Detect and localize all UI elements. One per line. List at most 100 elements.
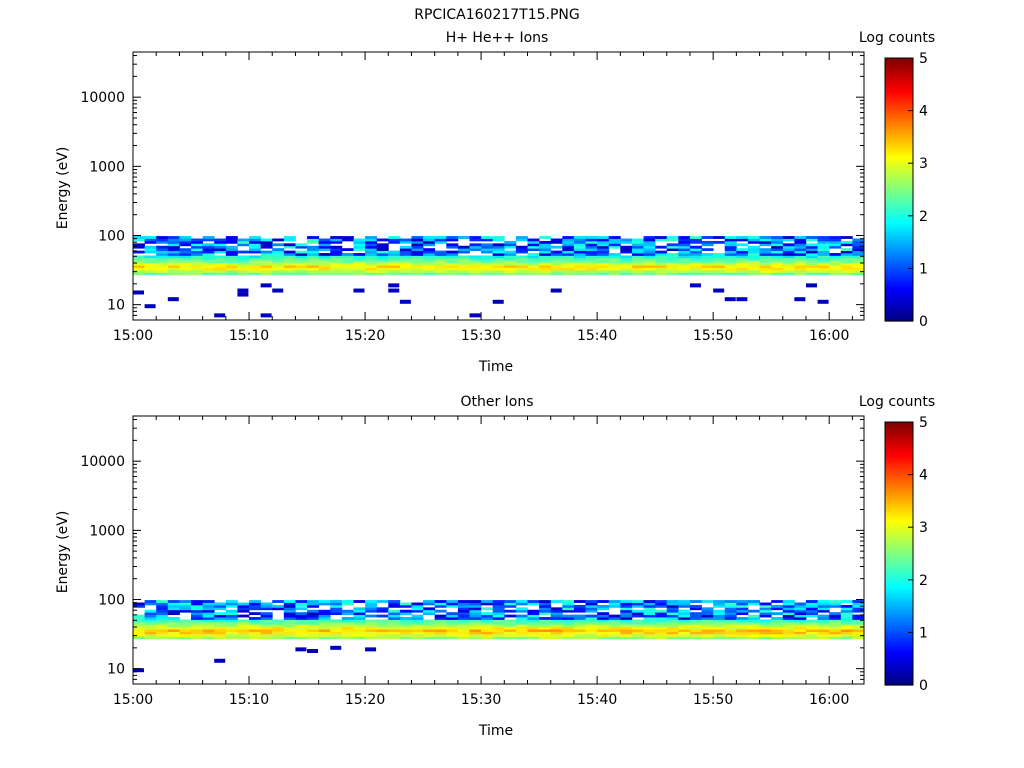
heatmap-cell [643, 636, 656, 640]
heatmap-cell [794, 269, 807, 273]
heatmap-cell [341, 253, 354, 256]
heatmap-cell [840, 617, 853, 620]
heatmap-cell [713, 621, 726, 625]
heatmap-cell [620, 614, 633, 618]
heatmap-cell [585, 269, 598, 273]
heatmap-cell [399, 250, 412, 254]
heatmap-cell [515, 257, 528, 261]
heatmap-cell [550, 250, 563, 254]
heatmap-cell [469, 609, 482, 613]
heatmap-cell [527, 260, 540, 264]
heatmap-cell [167, 250, 180, 254]
heatmap-cell [341, 629, 354, 632]
heatmap-cell [446, 614, 459, 618]
heatmap-cell [434, 617, 447, 620]
heatmap-cell [365, 243, 378, 247]
heatmap-cell [376, 614, 389, 618]
heatmap-cell [794, 238, 807, 242]
heatmap-cell [550, 612, 563, 616]
heatmap-cell [655, 619, 668, 623]
heatmap-cell [573, 269, 586, 273]
heatmap-cell [689, 245, 702, 249]
heatmap-cell [144, 257, 157, 261]
heatmap-cell [341, 636, 354, 640]
heatmap-cell [492, 267, 505, 271]
heatmap-cell [376, 257, 389, 261]
heatmap-cell [585, 626, 598, 630]
heatmap-cell [272, 262, 285, 266]
heatmap-cell-sparse [237, 288, 249, 293]
heatmap-cell [539, 607, 552, 611]
heatmap-cell [179, 250, 192, 254]
colorbar-segment [885, 265, 913, 269]
heatmap-cell [307, 260, 320, 264]
heatmap-cell [759, 248, 772, 252]
heatmap-cell [631, 636, 644, 640]
heatmap-cell [481, 629, 494, 632]
heatmap-cell [423, 260, 436, 264]
heatmap-cell [759, 604, 772, 608]
heatmap-cell [562, 253, 575, 256]
heatmap-cell [539, 617, 552, 620]
heatmap-cell [689, 621, 702, 625]
heatmap-cell [678, 272, 691, 276]
heatmap-cell [272, 619, 285, 623]
heatmap-cell [539, 260, 552, 264]
heatmap-cell [423, 255, 436, 259]
heatmap-cell [191, 609, 204, 613]
heatmap-cell [144, 265, 157, 268]
heatmap-cell [782, 250, 795, 254]
heatmap-cell [249, 238, 262, 242]
colorbar-segment [885, 529, 913, 534]
heatmap-cell [167, 626, 180, 630]
heatmap-cell [399, 631, 412, 635]
y-tick-label: 10000 [80, 90, 125, 106]
heatmap-cell [411, 245, 424, 249]
heatmap-cell [724, 257, 737, 261]
heatmap-cell [260, 624, 273, 628]
heatmap-cell [805, 612, 818, 616]
heatmap-cell [573, 607, 586, 611]
heatmap-cell [481, 607, 494, 611]
heatmap-cell [794, 236, 807, 239]
heatmap-cell [840, 609, 853, 613]
heatmap-cell [597, 248, 610, 252]
heatmap-cell [782, 604, 795, 608]
heatmap-cell [782, 619, 795, 623]
heatmap-cell [852, 631, 865, 635]
colorbar-segment [885, 192, 913, 196]
heatmap-cell [666, 255, 679, 259]
heatmap-cell [133, 619, 145, 623]
heatmap-cell [736, 602, 749, 606]
heatmap-cell [214, 269, 227, 273]
colorbar-segment [885, 186, 913, 191]
heatmap-cell [504, 250, 517, 254]
heatmap-cell [689, 604, 702, 608]
colorbar-segment [885, 60, 913, 64]
heatmap-cell [249, 262, 262, 266]
heatmap-cell [771, 265, 784, 268]
heatmap-cell [191, 260, 204, 264]
heatmap-cell [423, 602, 436, 606]
heatmap-cell [562, 250, 575, 254]
x-axis-label: Time [478, 359, 513, 375]
heatmap-cell [492, 633, 505, 637]
heatmap-cell [133, 621, 145, 625]
heatmap-cell [249, 265, 262, 268]
heatmap-cell [492, 262, 505, 266]
heatmap-cell [539, 248, 552, 252]
heatmap-cell-sparse [353, 288, 365, 293]
heatmap-cell [225, 619, 238, 623]
heatmap-cell [283, 633, 296, 637]
heatmap-cell [631, 600, 644, 603]
heatmap-cell-sparse [237, 292, 249, 297]
heatmap-cell [805, 238, 818, 242]
heatmap-cell [365, 631, 378, 635]
heatmap-cell [446, 629, 459, 632]
heatmap-cell [260, 633, 273, 637]
heatmap-cell [237, 267, 250, 271]
colorbar-segment [885, 495, 913, 499]
heatmap-cell [411, 614, 424, 618]
heatmap-cell [759, 602, 772, 606]
colorbar-segment [885, 493, 913, 497]
